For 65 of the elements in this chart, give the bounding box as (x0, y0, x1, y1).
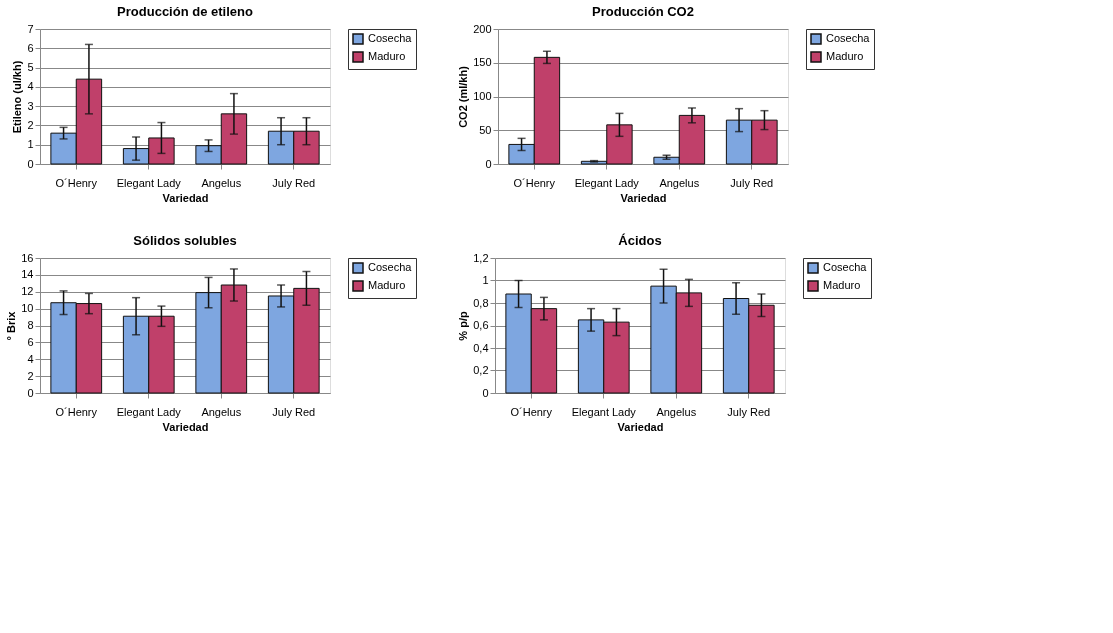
x-tick-label: Elegant Lady (116, 176, 182, 189)
y-tick-label: 50 (479, 123, 492, 136)
y-tick-label: 150 (473, 56, 492, 69)
y-tick-label: 1 (482, 274, 489, 286)
chart-title: Producción de etileno (117, 4, 253, 19)
chart-title: Ácidos (618, 233, 662, 248)
x-tick-label: O´Henry (55, 176, 98, 189)
x-tick-label: Angelus (659, 176, 700, 189)
y-tick-label: 2 (27, 118, 34, 131)
y-tick-label: 200 (473, 22, 492, 35)
y-axis-title: Etileno (ul/kh) (11, 60, 24, 134)
legend-label: Cosecha (826, 32, 871, 44)
y-axis-title: CO2 (ml/kh) (457, 65, 470, 128)
y-tick-label: 0 (485, 157, 492, 170)
y-tick-label: 2 (27, 369, 34, 382)
y-tick-label: 1,2 (473, 251, 489, 264)
y-tick-label: 7 (27, 22, 34, 35)
x-tick-label: July Red (272, 405, 316, 418)
y-tick-label: 0,2 (473, 364, 489, 376)
y-tick-label: 10 (21, 302, 34, 315)
y-tick-label: 6 (27, 335, 34, 348)
x-tick-label: O´Henry (510, 405, 553, 418)
x-tick-label: Angelus (201, 405, 242, 418)
y-tick-label: 0,4 (473, 341, 489, 354)
y-tick-label: 0 (27, 386, 34, 399)
legend-label: Cosecha (823, 261, 868, 273)
y-tick-label: 0,6 (473, 319, 489, 331)
x-tick-label: July Red (272, 176, 316, 189)
y-tick-label: 0 (482, 386, 489, 399)
y-tick-label: 0 (27, 157, 34, 170)
x-tick-label: Elegant Lady (116, 405, 182, 418)
y-tick-label: 16 (21, 251, 34, 264)
x-axis-title: Variedad (620, 191, 667, 204)
y-tick-label: 100 (473, 90, 492, 102)
chart-title: Sólidos solubles (133, 233, 237, 248)
legend-label: Maduro (368, 279, 406, 291)
y-axis-title: ° Brix (5, 310, 18, 341)
legend-label: Maduro (823, 279, 861, 291)
y-tick-label: 8 (27, 319, 34, 331)
x-axis-title: Variedad (617, 420, 664, 433)
y-tick-label: 4 (27, 80, 34, 93)
x-axis-title: Variedad (162, 420, 209, 433)
y-tick-label: 0,8 (473, 296, 489, 309)
y-tick-label: 1 (27, 138, 34, 151)
x-tick-label: Elegant Lady (571, 405, 637, 418)
x-tick-label: July Red (730, 176, 774, 189)
x-tick-label: O´Henry (55, 405, 98, 418)
x-tick-label: Elegant Lady (574, 176, 640, 189)
legend-label: Maduro (368, 50, 406, 62)
x-tick-label: O´Henry (513, 176, 556, 189)
y-tick-label: 6 (27, 41, 34, 54)
y-tick-label: 4 (27, 352, 34, 365)
y-tick-label: 14 (21, 268, 34, 281)
chart-title: Producción CO2 (592, 4, 694, 19)
y-tick-label: 5 (27, 61, 34, 74)
x-tick-label: Angelus (656, 405, 697, 418)
x-tick-label: July Red (727, 405, 771, 418)
y-axis-title: % p/p (457, 311, 470, 341)
x-tick-label: Angelus (201, 176, 242, 189)
legend-label: Maduro (826, 50, 864, 62)
y-tick-label: 3 (27, 99, 34, 112)
x-axis-title: Variedad (162, 191, 209, 204)
y-tick-label: 12 (21, 285, 34, 298)
legend-label: Cosecha (368, 32, 413, 44)
legend-label: Cosecha (368, 261, 413, 273)
